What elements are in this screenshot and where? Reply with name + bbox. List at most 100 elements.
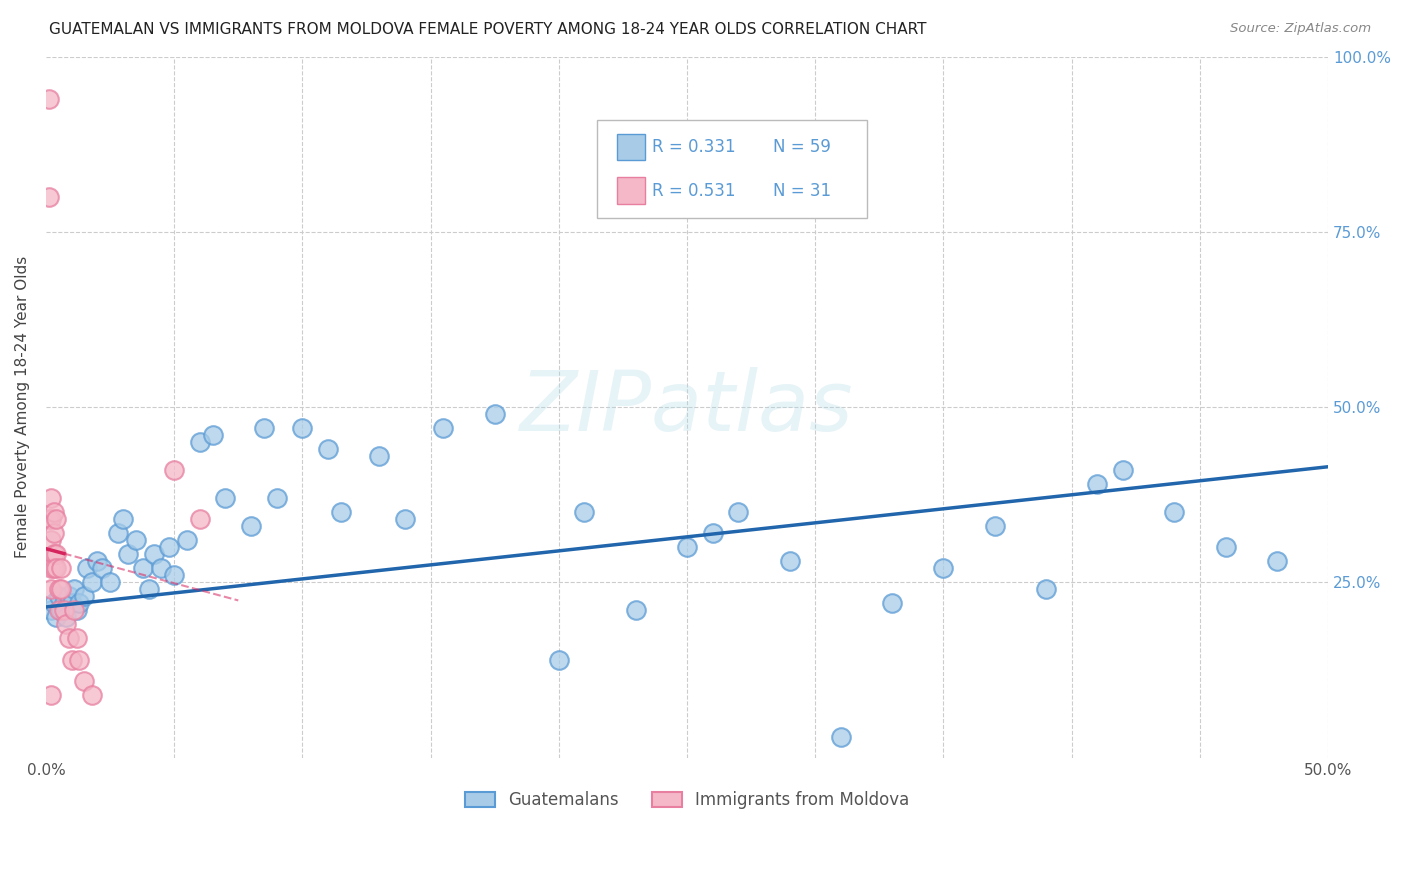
- Point: [91, 561, 114, 575]
- Point: [48, 590, 70, 604]
- Point: [51, 582, 73, 597]
- Point: [107, 526, 129, 541]
- Point: [132, 561, 155, 575]
- Point: [882, 596, 904, 610]
- Point: [214, 491, 236, 506]
- Point: [98, 575, 121, 590]
- Point: [188, 435, 211, 450]
- Text: N = 31: N = 31: [773, 182, 831, 200]
- Point: [1035, 582, 1057, 597]
- Point: [150, 561, 173, 575]
- Point: [163, 568, 186, 582]
- Point: [39, 561, 62, 575]
- Point: [624, 603, 647, 617]
- Point: [39, 603, 62, 617]
- Point: [574, 505, 596, 519]
- Bar: [617, 178, 645, 204]
- Point: [1163, 505, 1185, 519]
- Point: [55, 617, 77, 632]
- Point: [52, 603, 75, 617]
- Point: [727, 505, 749, 519]
- Point: [66, 632, 89, 646]
- Point: [67, 596, 90, 610]
- Point: [39, 491, 62, 506]
- Point: [201, 428, 224, 442]
- Text: Source: ZipAtlas.com: Source: ZipAtlas.com: [1230, 22, 1371, 36]
- Point: [291, 421, 314, 435]
- Point: [73, 673, 96, 688]
- Point: [1215, 541, 1237, 555]
- Text: ZIPatlas: ZIPatlas: [520, 367, 853, 448]
- Point: [42, 596, 65, 610]
- Point: [329, 505, 352, 519]
- Point: [42, 526, 65, 541]
- Point: [45, 512, 67, 526]
- Point: [1112, 463, 1135, 477]
- Point: [38, 512, 60, 526]
- Point: [38, 92, 60, 106]
- Point: [39, 533, 62, 548]
- Text: R = 0.331: R = 0.331: [652, 138, 737, 156]
- Point: [48, 603, 70, 617]
- Point: [48, 582, 70, 597]
- Point: [45, 547, 67, 561]
- Point: [932, 561, 955, 575]
- Point: [51, 603, 73, 617]
- Point: [55, 610, 77, 624]
- Point: [1085, 477, 1108, 491]
- Point: [63, 582, 86, 597]
- Point: [39, 582, 62, 597]
- Point: [702, 526, 724, 541]
- Point: [138, 582, 160, 597]
- Point: [82, 575, 104, 590]
- Text: R = 0.531: R = 0.531: [652, 182, 735, 200]
- Point: [73, 590, 96, 604]
- Point: [42, 547, 65, 561]
- Point: [76, 561, 98, 575]
- Point: [60, 596, 83, 610]
- Point: [39, 688, 62, 702]
- Legend: Guatemalans, Immigrants from Moldova: Guatemalans, Immigrants from Moldova: [458, 785, 917, 816]
- Text: GUATEMALAN VS IMMIGRANTS FROM MOLDOVA FEMALE POVERTY AMONG 18-24 YEAR OLDS CORRE: GUATEMALAN VS IMMIGRANTS FROM MOLDOVA FE…: [49, 22, 927, 37]
- Point: [176, 533, 198, 548]
- Point: [163, 463, 186, 477]
- Point: [1265, 554, 1288, 568]
- Point: [67, 652, 90, 666]
- Point: [484, 407, 506, 421]
- Point: [240, 519, 263, 533]
- Point: [63, 603, 86, 617]
- Point: [82, 688, 104, 702]
- Point: [394, 512, 416, 526]
- Point: [125, 533, 148, 548]
- Point: [142, 547, 165, 561]
- Text: N = 59: N = 59: [773, 138, 831, 156]
- Point: [42, 561, 65, 575]
- Point: [779, 554, 801, 568]
- Point: [117, 547, 139, 561]
- Point: [984, 519, 1007, 533]
- Point: [51, 561, 73, 575]
- Point: [676, 541, 699, 555]
- Point: [38, 190, 60, 204]
- Point: [432, 421, 454, 435]
- Point: [316, 442, 339, 457]
- Point: [86, 554, 108, 568]
- Point: [368, 449, 391, 463]
- Bar: [617, 134, 645, 161]
- Point: [39, 512, 62, 526]
- Point: [45, 561, 67, 575]
- Point: [42, 505, 65, 519]
- Point: [157, 541, 180, 555]
- Point: [111, 512, 134, 526]
- Point: [547, 652, 569, 666]
- Point: [188, 512, 211, 526]
- Y-axis label: Female Poverty Among 18-24 Year Olds: Female Poverty Among 18-24 Year Olds: [15, 256, 30, 558]
- Point: [60, 652, 83, 666]
- Point: [253, 421, 276, 435]
- Point: [66, 603, 89, 617]
- Point: [830, 730, 852, 744]
- Point: [52, 596, 75, 610]
- Point: [266, 491, 288, 506]
- Point: [58, 632, 80, 646]
- Point: [45, 610, 67, 624]
